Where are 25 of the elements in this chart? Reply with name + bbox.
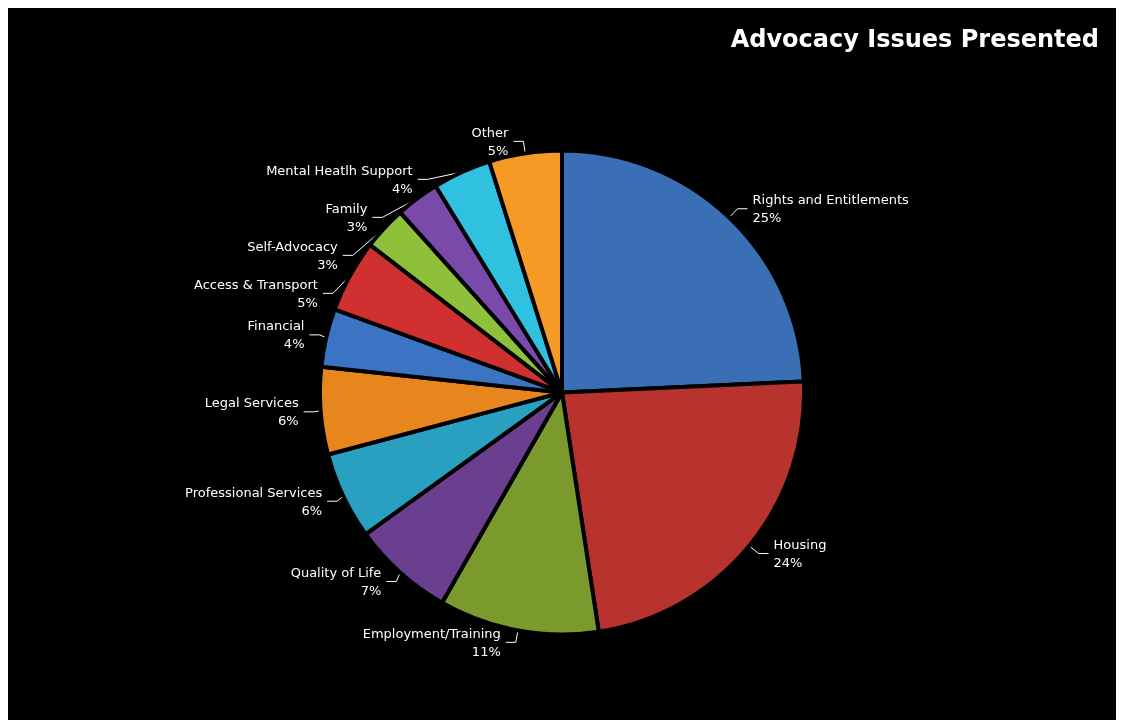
slice-label: Family — [325, 200, 368, 216]
data-label: 5% — [297, 294, 318, 310]
data-label: 4% — [391, 180, 413, 196]
slice-label: Financial — [247, 318, 305, 334]
slice-label: Employment/Training — [362, 625, 501, 641]
data-label: 5% — [487, 142, 509, 158]
slice-label: Other — [471, 124, 510, 140]
slice-label: Rights and Entitlements — [752, 192, 910, 208]
slice-label: Self-Advocacy — [247, 238, 339, 254]
slice-label: Access & Transport — [194, 276, 318, 292]
data-label: 24% — [773, 554, 803, 570]
slice-label: Housing — [773, 536, 827, 552]
slice-label: Legal Services — [204, 395, 299, 411]
data-label: 11% — [471, 643, 501, 659]
data-label: 4% — [283, 336, 305, 352]
data-label: 3% — [317, 256, 338, 272]
slice-label: Professional Services — [185, 484, 323, 500]
data-label: 7% — [360, 582, 382, 598]
data-label: 25% — [752, 210, 782, 226]
data-label: 6% — [278, 413, 299, 429]
slice-label: Mental Heatlh Support — [266, 162, 413, 178]
chart-title: Advocacy Issues Presented — [730, 25, 1100, 53]
slice-label: Quality of Life — [290, 564, 382, 580]
data-label: 6% — [301, 502, 323, 518]
data-label: 3% — [346, 218, 368, 234]
